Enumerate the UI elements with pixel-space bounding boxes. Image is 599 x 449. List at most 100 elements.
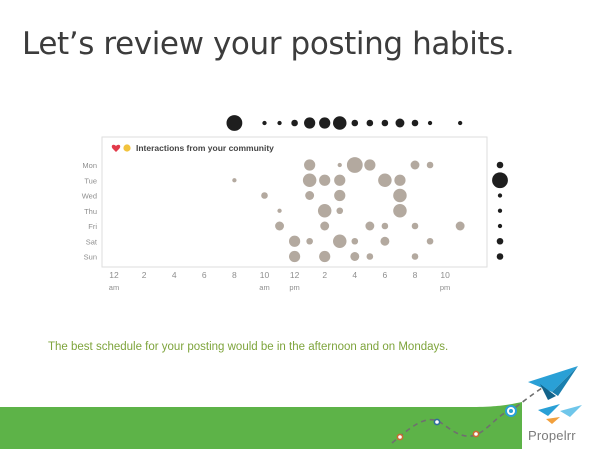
hour-total-20	[411, 119, 419, 127]
bubble-sat-21	[426, 237, 434, 245]
path-dot-orange	[396, 433, 404, 441]
bubble-sat-12	[289, 235, 301, 247]
bubble-tue-15	[334, 174, 346, 186]
bubble-wed-19	[393, 188, 407, 203]
coin-icon	[123, 144, 131, 152]
propelrr-logo-icon	[538, 404, 582, 424]
day-total-fri	[497, 223, 503, 229]
hour-tick-6: 6	[202, 270, 207, 280]
bubble-sun-14	[319, 250, 331, 263]
hour-tick-20: 8	[413, 270, 418, 280]
bubble-sun-16	[350, 252, 360, 261]
hour-tick-0: 12	[109, 270, 119, 280]
bubble-thu-15	[336, 207, 344, 215]
hour-tick-sub-10: am	[259, 283, 269, 292]
hour-tick-22: 10	[440, 270, 450, 280]
hour-total-23	[458, 120, 463, 126]
hour-total-17	[366, 119, 374, 127]
hour-tick-12: 12	[290, 270, 300, 280]
day-total-sat	[496, 237, 504, 245]
bubble-layer	[232, 157, 465, 263]
slide-title: Let’s review your posting habits.	[22, 26, 515, 62]
hour-total-16	[351, 119, 359, 127]
bubble-thu-11	[277, 208, 282, 213]
bubble-mon-20	[410, 160, 420, 170]
bubble-fri-18	[381, 222, 389, 230]
hour-tick-18: 6	[383, 270, 388, 280]
recommendation-caption: The best schedule for your posting would…	[48, 341, 449, 353]
hour-total-19	[395, 118, 405, 128]
chart-legend: Interactions from your community	[111, 143, 274, 153]
bubble-sun-17	[366, 253, 374, 260]
hour-total-18	[381, 119, 389, 127]
hour-tick-16: 4	[352, 270, 357, 280]
heart-icon	[111, 144, 121, 152]
bubble-thu-19	[393, 204, 407, 218]
day-totals-column	[492, 161, 508, 260]
bubble-sun-20	[411, 253, 419, 260]
bubble-fri-14	[320, 221, 330, 231]
hour-tick-8: 8	[232, 270, 237, 280]
bubble-wed-15	[334, 189, 346, 202]
bubble-fri-17	[365, 221, 375, 231]
day-total-wed	[497, 193, 503, 198]
bubble-tue-14	[319, 174, 331, 186]
day-label-tue: Tue	[84, 176, 97, 185]
hour-totals-row	[226, 115, 463, 131]
hour-tick-2: 2	[142, 270, 147, 280]
bubble-sat-15	[333, 234, 347, 248]
day-axis-labels: Mon Tue Wed Thu Fri Sat Sun	[82, 161, 98, 262]
day-total-mon	[496, 161, 504, 169]
bubble-tue-18	[378, 173, 392, 187]
hour-total-8	[226, 115, 243, 131]
day-label-sat: Sat	[86, 237, 98, 246]
flight-path	[391, 379, 557, 444]
day-total-thu	[497, 208, 503, 213]
day-label-mon: Mon	[82, 161, 97, 170]
bubble-mon-15	[337, 162, 342, 168]
hour-axis-labels: 12 am 2 4 6 8 10 am 12 pm 2 4 6 8 10 pm	[109, 270, 451, 292]
bubble-mon-21	[426, 161, 434, 169]
day-total-sun	[496, 253, 504, 260]
path-ring-core	[509, 409, 513, 413]
bubble-tue-13	[302, 173, 317, 187]
path-dot-blue	[433, 418, 441, 426]
legend-label: Interactions from your community	[136, 143, 274, 153]
hour-total-14	[319, 117, 331, 129]
bubble-sat-18	[380, 236, 390, 246]
hour-total-11	[277, 120, 282, 126]
bubble-fri-23	[455, 221, 465, 231]
day-label-wed: Wed	[82, 192, 97, 201]
bubble-mon-16	[346, 157, 363, 173]
day-label-fri: Fri	[88, 222, 97, 231]
hour-tick-14: 2	[322, 270, 327, 280]
hour-tick-10: 10	[260, 270, 270, 280]
bubble-tue-19	[394, 174, 406, 186]
bubble-sat-16	[351, 237, 359, 245]
logo-panel	[522, 402, 599, 449]
hour-total-10	[262, 120, 267, 126]
bubble-fri-11	[275, 221, 284, 231]
day-label-thu: Thu	[84, 207, 97, 216]
hour-tick-4: 4	[172, 270, 177, 280]
bubble-thu-14	[317, 204, 332, 218]
hour-total-21	[427, 120, 433, 126]
bubble-sun-12	[289, 250, 301, 263]
bubble-mon-13	[304, 159, 316, 171]
hour-total-13	[304, 117, 316, 129]
bubble-tue-8	[232, 178, 237, 183]
bubble-sat-13	[306, 237, 313, 245]
bubble-fri-20	[411, 222, 419, 230]
brand-name: Propelrr	[528, 428, 576, 443]
hour-tick-sub-22: pm	[440, 283, 450, 292]
bubble-wed-13	[305, 191, 315, 200]
paper-plane-icon	[528, 366, 578, 400]
day-total-tue	[492, 172, 508, 189]
hour-tick-sub-12: pm	[289, 283, 299, 292]
bubble-mon-17	[364, 159, 376, 171]
day-label-sun: Sun	[84, 253, 97, 262]
path-dot-orange-2	[472, 430, 480, 438]
bubble-wed-10	[261, 192, 268, 199]
